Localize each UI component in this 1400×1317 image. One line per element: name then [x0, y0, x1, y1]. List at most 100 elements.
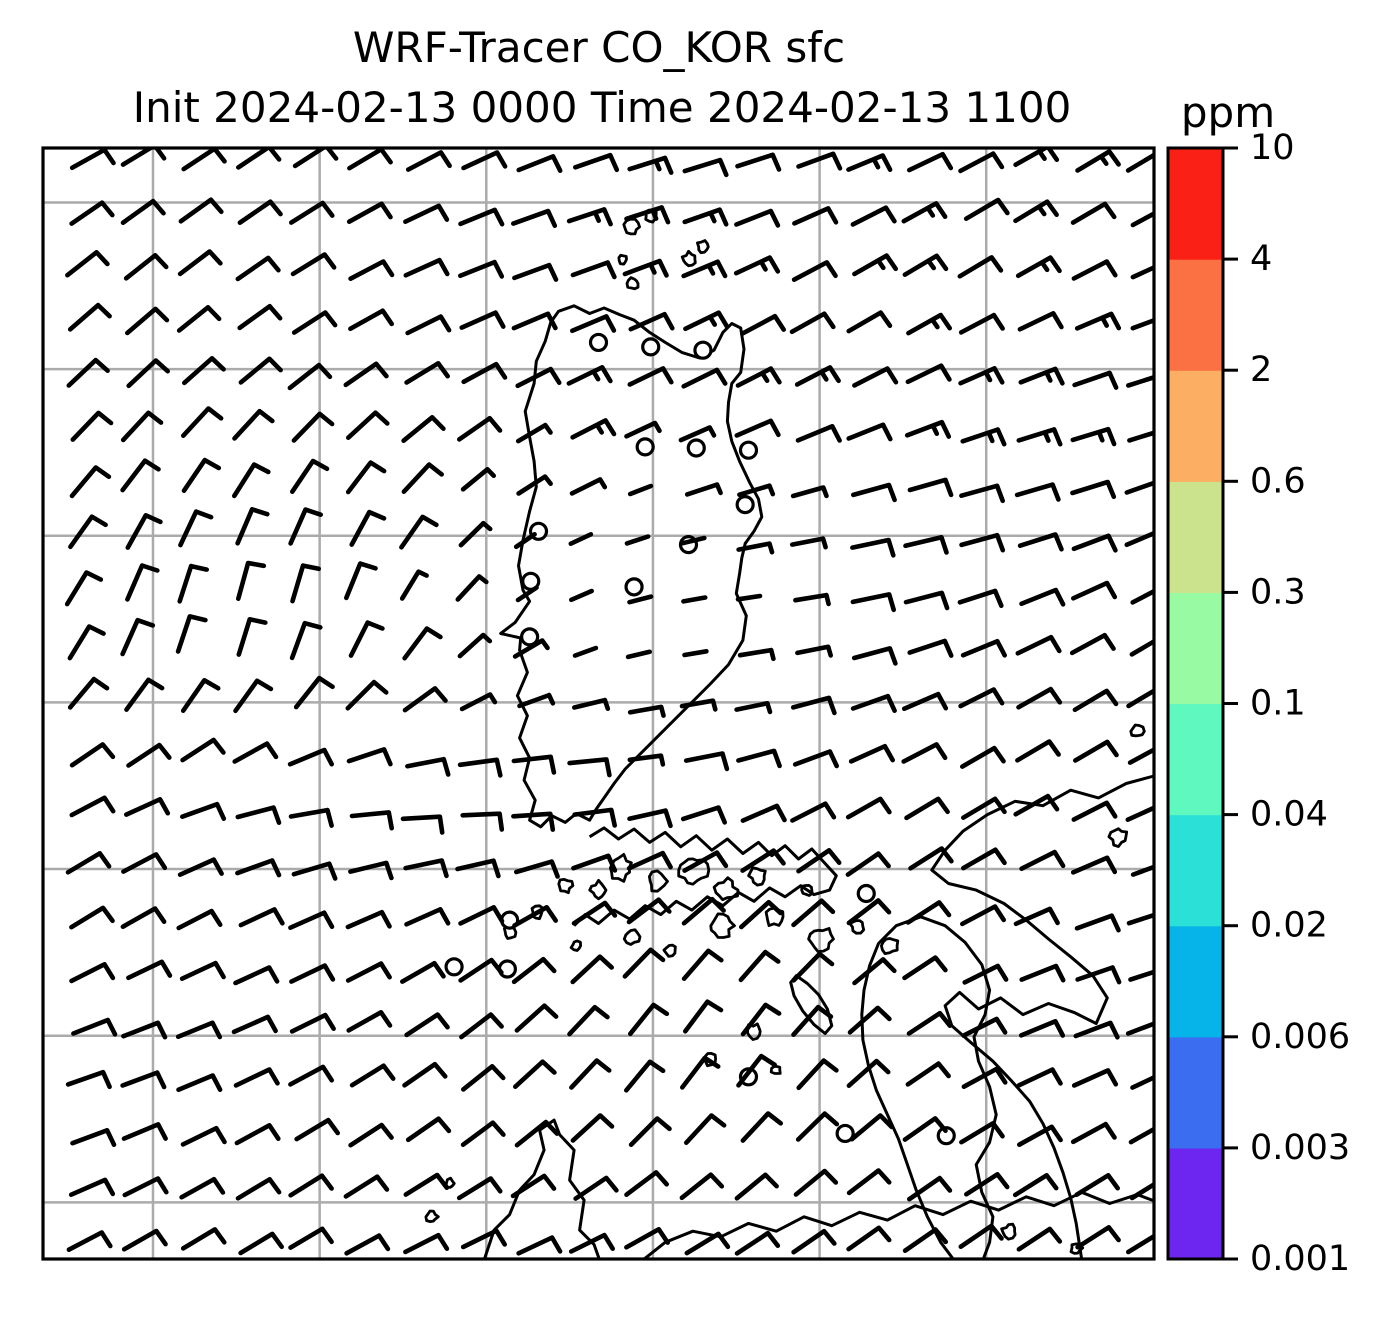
wind-barb [120, 458, 161, 493]
wind-barb [1130, 1074, 1154, 1090]
wind-barb [176, 1073, 223, 1093]
wind-barb [176, 908, 223, 931]
island-outline [530, 904, 545, 921]
wind-barb [681, 367, 728, 389]
wind-barb [510, 1173, 557, 1199]
wind-barb [1016, 427, 1063, 447]
wind-barb [902, 955, 948, 981]
wind-barb [738, 949, 781, 983]
wind-barb [684, 1113, 727, 1145]
wind-barb [238, 907, 285, 928]
wind-barb [404, 361, 450, 385]
wind-barb [681, 896, 726, 926]
wind-barb [901, 201, 948, 224]
wind-barb [345, 460, 387, 495]
colorbar-tick-label: 2 [1250, 350, 1272, 390]
colorbar-tick-label: 0.1 [1250, 684, 1306, 724]
wind-barb [1074, 1173, 1120, 1197]
wind-barb [850, 592, 896, 613]
wind-barb [178, 509, 214, 548]
wind-barb [514, 859, 560, 879]
wind-barb [1075, 149, 1121, 173]
station-marker [588, 332, 609, 353]
wind-barb [739, 899, 783, 930]
wind-barb [405, 1116, 452, 1143]
wind-barb [345, 961, 392, 983]
wind-barb [791, 898, 836, 928]
wind-barb [958, 1223, 1004, 1249]
wind-barb [963, 197, 1010, 221]
station-marker [641, 337, 661, 357]
wind-barb [959, 532, 1006, 553]
wind-barb [1125, 152, 1154, 173]
wind-barb [568, 532, 594, 546]
wind-barb [346, 410, 390, 440]
wind-barb [123, 253, 169, 281]
wind-barb [1074, 311, 1122, 331]
wind-barb [181, 148, 227, 172]
wind-barb [349, 509, 387, 547]
island-outline [557, 878, 575, 895]
wind-barb [177, 249, 223, 277]
wind-barb [457, 632, 493, 659]
wind-barb [126, 959, 173, 981]
wind-barb [1130, 210, 1154, 228]
wind-barb [794, 365, 841, 387]
wind-barb [460, 1228, 507, 1250]
wind-barb [791, 1228, 837, 1255]
wind-barb [511, 811, 556, 832]
wind-barb [573, 152, 620, 173]
wind-barb [289, 200, 335, 225]
wind-barb [957, 255, 1004, 279]
map-panel [43, 148, 1154, 1259]
wind-barb [795, 644, 833, 658]
wind-barb [400, 814, 445, 835]
wind-barb [182, 356, 226, 386]
wind-barb [572, 645, 599, 658]
wind-barb [181, 406, 224, 438]
wind-barb [120, 198, 166, 225]
wind-barb [1125, 1021, 1154, 1036]
wind-barb [1015, 634, 1062, 656]
plot-subtitle: Init 2024-02-13 0000 Time 2024-02-13 110… [133, 83, 1072, 132]
wind-barb [796, 1058, 839, 1091]
wind-barb [120, 410, 164, 443]
wind-barb [627, 753, 666, 767]
wind-barb [679, 1172, 725, 1201]
wind-barb [791, 951, 835, 983]
wind-barb [627, 808, 673, 829]
wind-barb [907, 151, 954, 173]
wind-barb [958, 687, 1005, 709]
wind-barb [852, 253, 898, 277]
wind-barb [622, 947, 666, 979]
wind-barb [624, 534, 651, 546]
wind-barb [514, 1119, 560, 1148]
wind-barb [903, 590, 950, 611]
wind-barb [904, 419, 952, 439]
wind-barb [236, 148, 282, 170]
wind-barb [455, 858, 501, 879]
island-outline [880, 937, 900, 955]
wind-barb [1072, 688, 1119, 713]
wind-barb [126, 358, 170, 389]
wind-barb [238, 356, 283, 385]
wind-barb [125, 563, 160, 602]
wind-barb [460, 811, 505, 832]
wind-barb [1129, 638, 1154, 657]
wind-barb [681, 259, 728, 279]
wind-barb [294, 1117, 340, 1142]
island-outline [709, 912, 736, 939]
wind-barb [902, 1227, 948, 1253]
wind-barb [349, 1063, 396, 1088]
wind-barb [125, 306, 170, 336]
wind-barb [348, 620, 385, 658]
wind-barb [400, 960, 446, 984]
wind-barb [66, 1230, 113, 1252]
wind-barb [176, 305, 222, 333]
wind-barb [905, 1061, 951, 1087]
wind-barb [1124, 480, 1154, 495]
wind-barb [1070, 1121, 1117, 1145]
coastline-korean-peninsula [499, 304, 764, 829]
wind-barb [733, 255, 781, 276]
wind-barb [233, 1067, 280, 1088]
